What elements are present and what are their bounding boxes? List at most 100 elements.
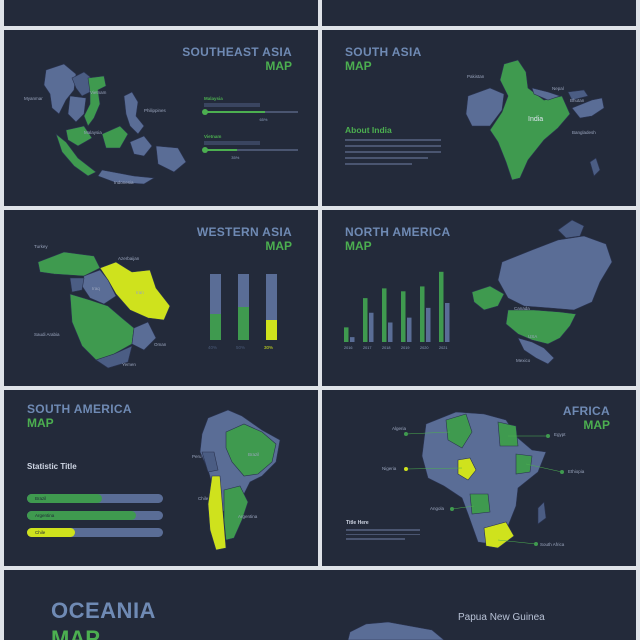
angola-shape [469,493,491,515]
x-tick-label: 2019 [401,346,409,350]
india-shape [489,59,571,181]
arctic-island-shape [557,219,585,239]
bar-2018-s0 [382,288,387,342]
peru-shape [201,451,219,473]
slide-title: AFRICA [562,404,610,418]
slide-title: SOUTH AMERICA [27,402,132,416]
progress-bar-fill [27,528,75,537]
progress-label: Malaysia [204,96,223,101]
oceania-map [347,621,445,640]
sri-lanka-shape [589,157,601,177]
mexico-shape [517,337,555,365]
slide-title: SOUTH ASIA [345,45,422,59]
label-indonesia: Indonesia [114,180,134,185]
malaysia-east-shape [101,125,129,149]
progress-value: 35% [231,155,240,160]
bar-2020-s1 [426,307,431,342]
bar-2017-s1 [369,312,374,342]
slide-africa[interactable]: AFRICA MAP Algeria Egypt Nigeri [322,390,636,566]
label-azerbaijan: Azerbaijan [118,256,140,261]
bar-2019-s0 [401,291,406,342]
yemen-shape [95,345,133,369]
slide-subtitle: MAP [265,59,292,73]
nigeria-shape [457,457,477,481]
argentina-shape [223,485,249,541]
label-india: India [528,116,544,123]
label-canada: Canada [514,306,530,311]
slide-western-asia[interactable]: WESTERN ASIA MAP Turkey Azerbaijan Iran … [4,210,318,386]
vertical-bar-fill [210,313,221,340]
africa-text-lines [346,529,420,540]
label-nigeria: Nigeria [382,466,397,471]
slider-track[interactable]: 65% [202,109,298,122]
label-yemen: Yemen [122,362,136,367]
sumatra-shape [55,133,97,177]
about-text-lines [345,139,441,165]
papua-shape [155,145,187,173]
egypt-shape [497,421,519,447]
progress-bar: Argentina [27,511,163,520]
slide-partial-top-right[interactable] [322,0,636,26]
western-asia-map [37,251,171,369]
callout-dot-nigeria [404,467,408,471]
x-tick-label: 2021 [439,346,447,350]
slide-subtitle: MAP [51,626,100,640]
label-nepal: Nepal [552,86,564,91]
progress-item: Vietnam 35% [202,134,298,172]
progress-bar-label: Chile [35,530,46,535]
vertical-bar-fill [266,320,277,340]
label-south-africa: South Africa [540,542,565,547]
slide-subtitle: MAP [583,418,610,432]
slide-southeast-asia[interactable]: SOUTHEAST ASIA MAP Myanmar Vietnam Phili… [4,30,318,206]
slide-subtitle: MAP [345,239,372,253]
slide-oceania[interactable]: OCEANIA MAP Papua New Guinea [4,570,636,640]
label-peru: Peru [192,454,202,459]
progress-bar-fill [27,511,136,520]
slider-thumb[interactable] [202,147,208,153]
label-brazil: Brazil [248,452,260,457]
progress-bar-label: Brazil [35,496,47,501]
pakistan-shape [465,87,505,127]
progress-label: Vietnam [204,134,222,139]
label-argentina: Argentina [238,514,258,519]
progress-bar: Chile [27,528,163,537]
north-america-bar-chart: 2016 2017 2018 2019 2020 2021 [344,271,450,350]
progress-desc-line [204,141,261,145]
oman-shape [131,321,157,351]
myanmar-shape [43,63,77,115]
slide-partial-top-left[interactable] [4,0,318,26]
slider-track[interactable]: 35% [202,147,298,160]
vertical-bar: 40% [208,274,221,350]
label-egypt: Egypt [554,432,566,437]
vertical-bar-fill [238,307,249,340]
vertical-bar-value: 50% [236,345,246,350]
bar-2021-s1 [445,303,450,342]
slider-fill [204,149,237,151]
slide-south-asia[interactable]: SOUTH ASIA MAP About India Pakistan Nepa… [322,30,636,206]
south-america-progress-list: Brazil Argentina Chile [27,494,163,545]
algeria-shape [445,413,473,449]
brazil-shape [225,423,277,477]
slide-title: SOUTHEAST ASIA [182,45,292,59]
vertical-bar-value: 30% [264,345,274,350]
philippines-shape [123,91,145,135]
bar-2021-s0 [439,271,444,342]
south-america-map [199,409,281,551]
slide-north-america[interactable]: NORTH AMERICA MAP 2016 2017 2018 2019 2020 20… [322,210,636,386]
label-papua-new-guinea: Papua New Guinea [458,612,545,623]
title-here: Title Here [346,520,369,526]
malaysia-west-shape [65,125,93,147]
africa-shape [421,411,547,545]
label-ethiopia: Ethiopia [568,469,585,474]
callout-dots [404,432,564,546]
southeast-asia-map [43,63,187,185]
progress-desc-line [204,103,261,107]
slider-thumb[interactable] [202,109,208,115]
north-america-map [471,219,613,365]
label-usa: USA [528,334,538,339]
slide-title: NORTH AMERICA [345,225,451,239]
x-tick-label: 2017 [363,346,371,350]
slide-south-america[interactable]: SOUTH AMERICA MAP Statistic Title Brazil… [4,390,318,566]
iraq-shape [81,269,117,305]
